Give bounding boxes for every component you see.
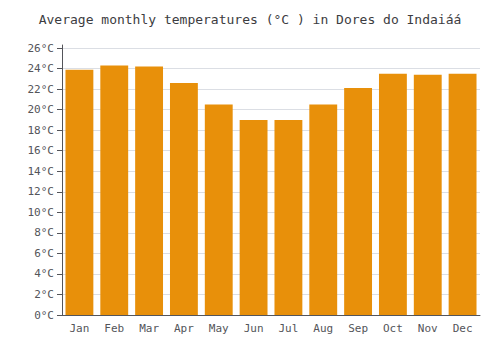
svg-text:Jan: Jan (69, 322, 89, 335)
svg-text:6°C: 6°C (34, 247, 54, 260)
svg-text:Jun: Jun (244, 322, 264, 335)
svg-text:26°C: 26°C (28, 42, 55, 55)
svg-text:14°C: 14°C (28, 165, 55, 178)
svg-text:22°C: 22°C (28, 83, 55, 96)
svg-text:Dec: Dec (453, 322, 473, 335)
svg-text:24°C: 24°C (28, 62, 55, 75)
svg-text:2°C: 2°C (34, 288, 54, 301)
svg-text:Oct: Oct (383, 322, 403, 335)
svg-text:10°C: 10°C (28, 206, 55, 219)
svg-text:Jul: Jul (278, 322, 298, 335)
svg-text:18°C: 18°C (28, 124, 55, 137)
svg-text:16°C: 16°C (28, 144, 55, 157)
svg-text:20°C: 20°C (28, 103, 55, 116)
svg-text:Mar: Mar (139, 322, 159, 335)
svg-text:Apr: Apr (174, 322, 194, 335)
svg-text:May: May (209, 322, 229, 335)
svg-text:Aug: Aug (313, 322, 333, 335)
svg-text:Sep: Sep (348, 322, 368, 335)
svg-text:0°C: 0°C (34, 309, 54, 322)
svg-text:4°C: 4°C (34, 267, 54, 280)
svg-text:8°C: 8°C (34, 226, 54, 239)
svg-text:Nov: Nov (418, 322, 438, 335)
svg-text:12°C: 12°C (28, 185, 55, 198)
svg-text:Average monthly temperatures (: Average monthly temperatures (°C ) in Do… (39, 12, 462, 27)
svg-text:Feb: Feb (104, 322, 124, 335)
